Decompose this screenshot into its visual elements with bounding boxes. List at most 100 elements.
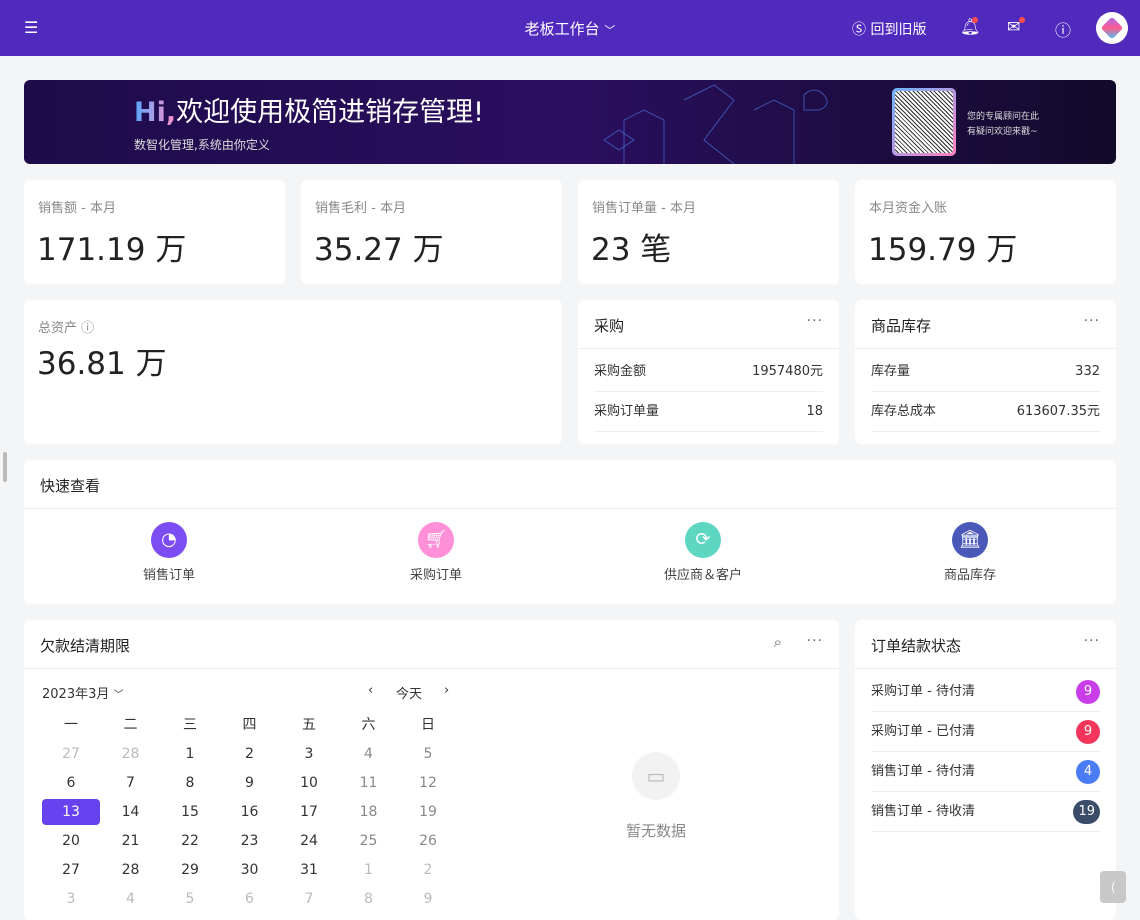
old-version-label: 回到旧版 xyxy=(870,22,927,38)
calendar-day[interactable]: 21 xyxy=(121,833,140,849)
calendar-day[interactable]: 7 xyxy=(126,775,135,791)
order-status-row[interactable]: 采购订单 - 已付清 9 xyxy=(871,712,1100,752)
calendar-day[interactable]: 25 xyxy=(359,833,378,849)
calendar-day[interactable]: 6 xyxy=(66,775,76,791)
stat-card-orders: 销售订单量 - 本月 23 笔 xyxy=(578,180,839,284)
calendar-day[interactable]: 3 xyxy=(66,891,76,907)
calendar-day[interactable]: 9 xyxy=(245,775,254,791)
calendar-day[interactable]: 6 xyxy=(245,891,254,907)
weekday-header: 五 xyxy=(302,717,316,733)
info-icon[interactable]: ⓘ xyxy=(81,321,95,336)
workspace-title: 老板工作台 xyxy=(524,20,600,38)
calendar-day[interactable]: 2 xyxy=(423,862,433,878)
calendar-day[interactable]: 28 xyxy=(121,746,140,762)
quick-view-card: 快速查看 ◔ 销售订单 🛒︎ 采购订单 ⟳ 供应商＆客户 🏛︎ 商品库存 xyxy=(24,460,1116,604)
calendar-day[interactable]: 22 xyxy=(181,833,199,849)
stat-card-profit: 销售毛利 - 本月 35.27 万 xyxy=(301,180,562,284)
old-version-button[interactable]: Ⓢ 回到旧版 xyxy=(852,19,926,39)
weekday-header: 三 xyxy=(183,717,197,733)
calendar-day[interactable]: 29 xyxy=(181,862,199,878)
calendar-day[interactable]: 27 xyxy=(62,746,80,762)
bell-icon[interactable]: 🔔︎ xyxy=(960,17,981,36)
calendar-day[interactable]: 24 xyxy=(300,833,318,849)
calendar-day[interactable]: 5 xyxy=(185,891,195,907)
calendar-day[interactable]: 8 xyxy=(364,891,373,907)
more-icon[interactable]: ··· xyxy=(1083,313,1100,329)
calendar-day[interactable]: 12 xyxy=(419,775,437,791)
calendar-day[interactable]: 30 xyxy=(240,862,259,878)
order-status-row[interactable]: 采购订单 - 待付清 9 xyxy=(871,672,1100,712)
order-payment-status-card: 订单结款状态 ··· 采购订单 - 待付清 9 采购订单 - 已付清 9 销售订单 - 待… xyxy=(855,620,1116,920)
order-status-row[interactable]: 销售订单 - 待收清 19 xyxy=(871,792,1100,832)
calendar-day[interactable]: 31 xyxy=(300,862,318,878)
banner-subtitle: 数智化管理,系统由你定义 xyxy=(134,138,270,152)
switch-icon: Ⓢ xyxy=(852,22,866,38)
notification-dot xyxy=(1019,17,1025,23)
calendar-day[interactable]: 19 xyxy=(419,804,437,820)
menu-icon[interactable]: ☰ xyxy=(24,18,39,37)
stat-label: 销售额 - 本月 xyxy=(38,201,116,216)
calendar-day[interactable]: 2 xyxy=(245,746,254,762)
workspace-switcher[interactable]: 老板工作台 ﹀ xyxy=(0,18,1140,39)
next-month-button[interactable]: › xyxy=(444,683,450,698)
calendar-day[interactable]: 15 xyxy=(181,804,199,820)
banner-illustration xyxy=(603,84,828,164)
calendar-day[interactable]: 10 xyxy=(300,775,318,791)
purchase-count-row: 采购订单量 18 xyxy=(594,392,823,432)
calendar-day[interactable]: 27 xyxy=(62,862,80,878)
month-select[interactable]: 2023年3月 ﹀ xyxy=(42,687,124,702)
calendar-day[interactable]: 13 xyxy=(42,799,100,825)
weekday-header: 一 xyxy=(64,717,78,733)
stat-card-sales: 销售额 - 本月 171.19 万 xyxy=(24,180,285,284)
calendar-day[interactable]: 16 xyxy=(240,804,259,820)
stat-value: 23 笔 xyxy=(591,232,672,268)
order-status-row[interactable]: 销售订单 - 待付清 4 xyxy=(871,752,1100,792)
calendar-day[interactable]: 28 xyxy=(121,862,140,878)
total-assets-value: 36.81 万 xyxy=(37,346,167,382)
avatar[interactable] xyxy=(1096,12,1128,44)
calendar-day[interactable]: 18 xyxy=(359,804,378,820)
calendar-day[interactable]: 7 xyxy=(304,891,314,907)
calendar-day[interactable]: 1 xyxy=(185,746,195,762)
status-label: 采购订单 - 待付清 xyxy=(871,684,975,699)
quick-stock[interactable]: 🏛︎ 商品库存 xyxy=(910,522,1030,583)
help-icon[interactable]: ⓘ xyxy=(1055,21,1072,40)
card-title: 订单结款状态 xyxy=(871,637,962,655)
quick-sales-orders[interactable]: ◔ 销售订单 xyxy=(109,522,229,583)
stat-label: 本月资金入账 xyxy=(869,201,948,216)
calendar-day[interactable]: 9 xyxy=(423,891,433,907)
refresh-icon: ⟳ xyxy=(685,522,721,558)
more-icon[interactable]: ··· xyxy=(806,313,823,329)
search-icon[interactable]: ⌕ xyxy=(773,633,783,651)
calendar-day[interactable]: 23 xyxy=(240,833,259,849)
status-label: 采购订单 - 已付清 xyxy=(871,724,975,739)
empty-text: 暂无数据 xyxy=(625,822,686,840)
stat-label: 销售毛利 - 本月 xyxy=(315,201,406,216)
stat-label: 销售订单量 - 本月 xyxy=(592,201,696,216)
calendar-day[interactable]: 5 xyxy=(423,746,433,762)
message-box-icon[interactable]: ✉ xyxy=(1007,17,1025,36)
calendar-day[interactable]: 14 xyxy=(121,804,140,820)
more-icon[interactable]: ··· xyxy=(1083,633,1100,649)
weekday-header: 六 xyxy=(361,717,376,733)
notification-dot xyxy=(972,17,978,23)
debt-deadline-card: 欠款结清期限 ⌕ ··· 2023年3月 ﹀ ‹ 今天 › 一二三四五六日 27 2… xyxy=(24,620,839,920)
quick-purchase-orders[interactable]: 🛒︎ 采购订单 xyxy=(376,522,496,583)
more-icon[interactable]: ··· xyxy=(806,633,823,649)
calendar-day[interactable]: 11 xyxy=(359,775,378,791)
today-button[interactable]: 今天 xyxy=(396,687,423,702)
side-drag-handle[interactable] xyxy=(3,452,7,482)
calendar-day[interactable]: 8 xyxy=(185,775,195,791)
weekday-header: 二 xyxy=(123,717,138,733)
prev-month-button[interactable]: ‹ xyxy=(368,683,374,698)
quick-suppliers-customers[interactable]: ⟳ 供应商＆客户 xyxy=(643,522,763,583)
card-title: 商品库存 xyxy=(871,317,932,335)
calendar-day[interactable]: 1 xyxy=(364,862,373,878)
calendar-day[interactable]: 3 xyxy=(304,746,314,762)
calendar-day[interactable]: 20 xyxy=(62,833,80,849)
calendar-day[interactable]: 26 xyxy=(419,833,437,849)
collapse-handle[interactable]: ⟨ xyxy=(1100,871,1126,903)
calendar-day[interactable]: 4 xyxy=(126,891,135,907)
calendar-day[interactable]: 17 xyxy=(300,804,318,820)
calendar-day[interactable]: 4 xyxy=(364,746,373,762)
